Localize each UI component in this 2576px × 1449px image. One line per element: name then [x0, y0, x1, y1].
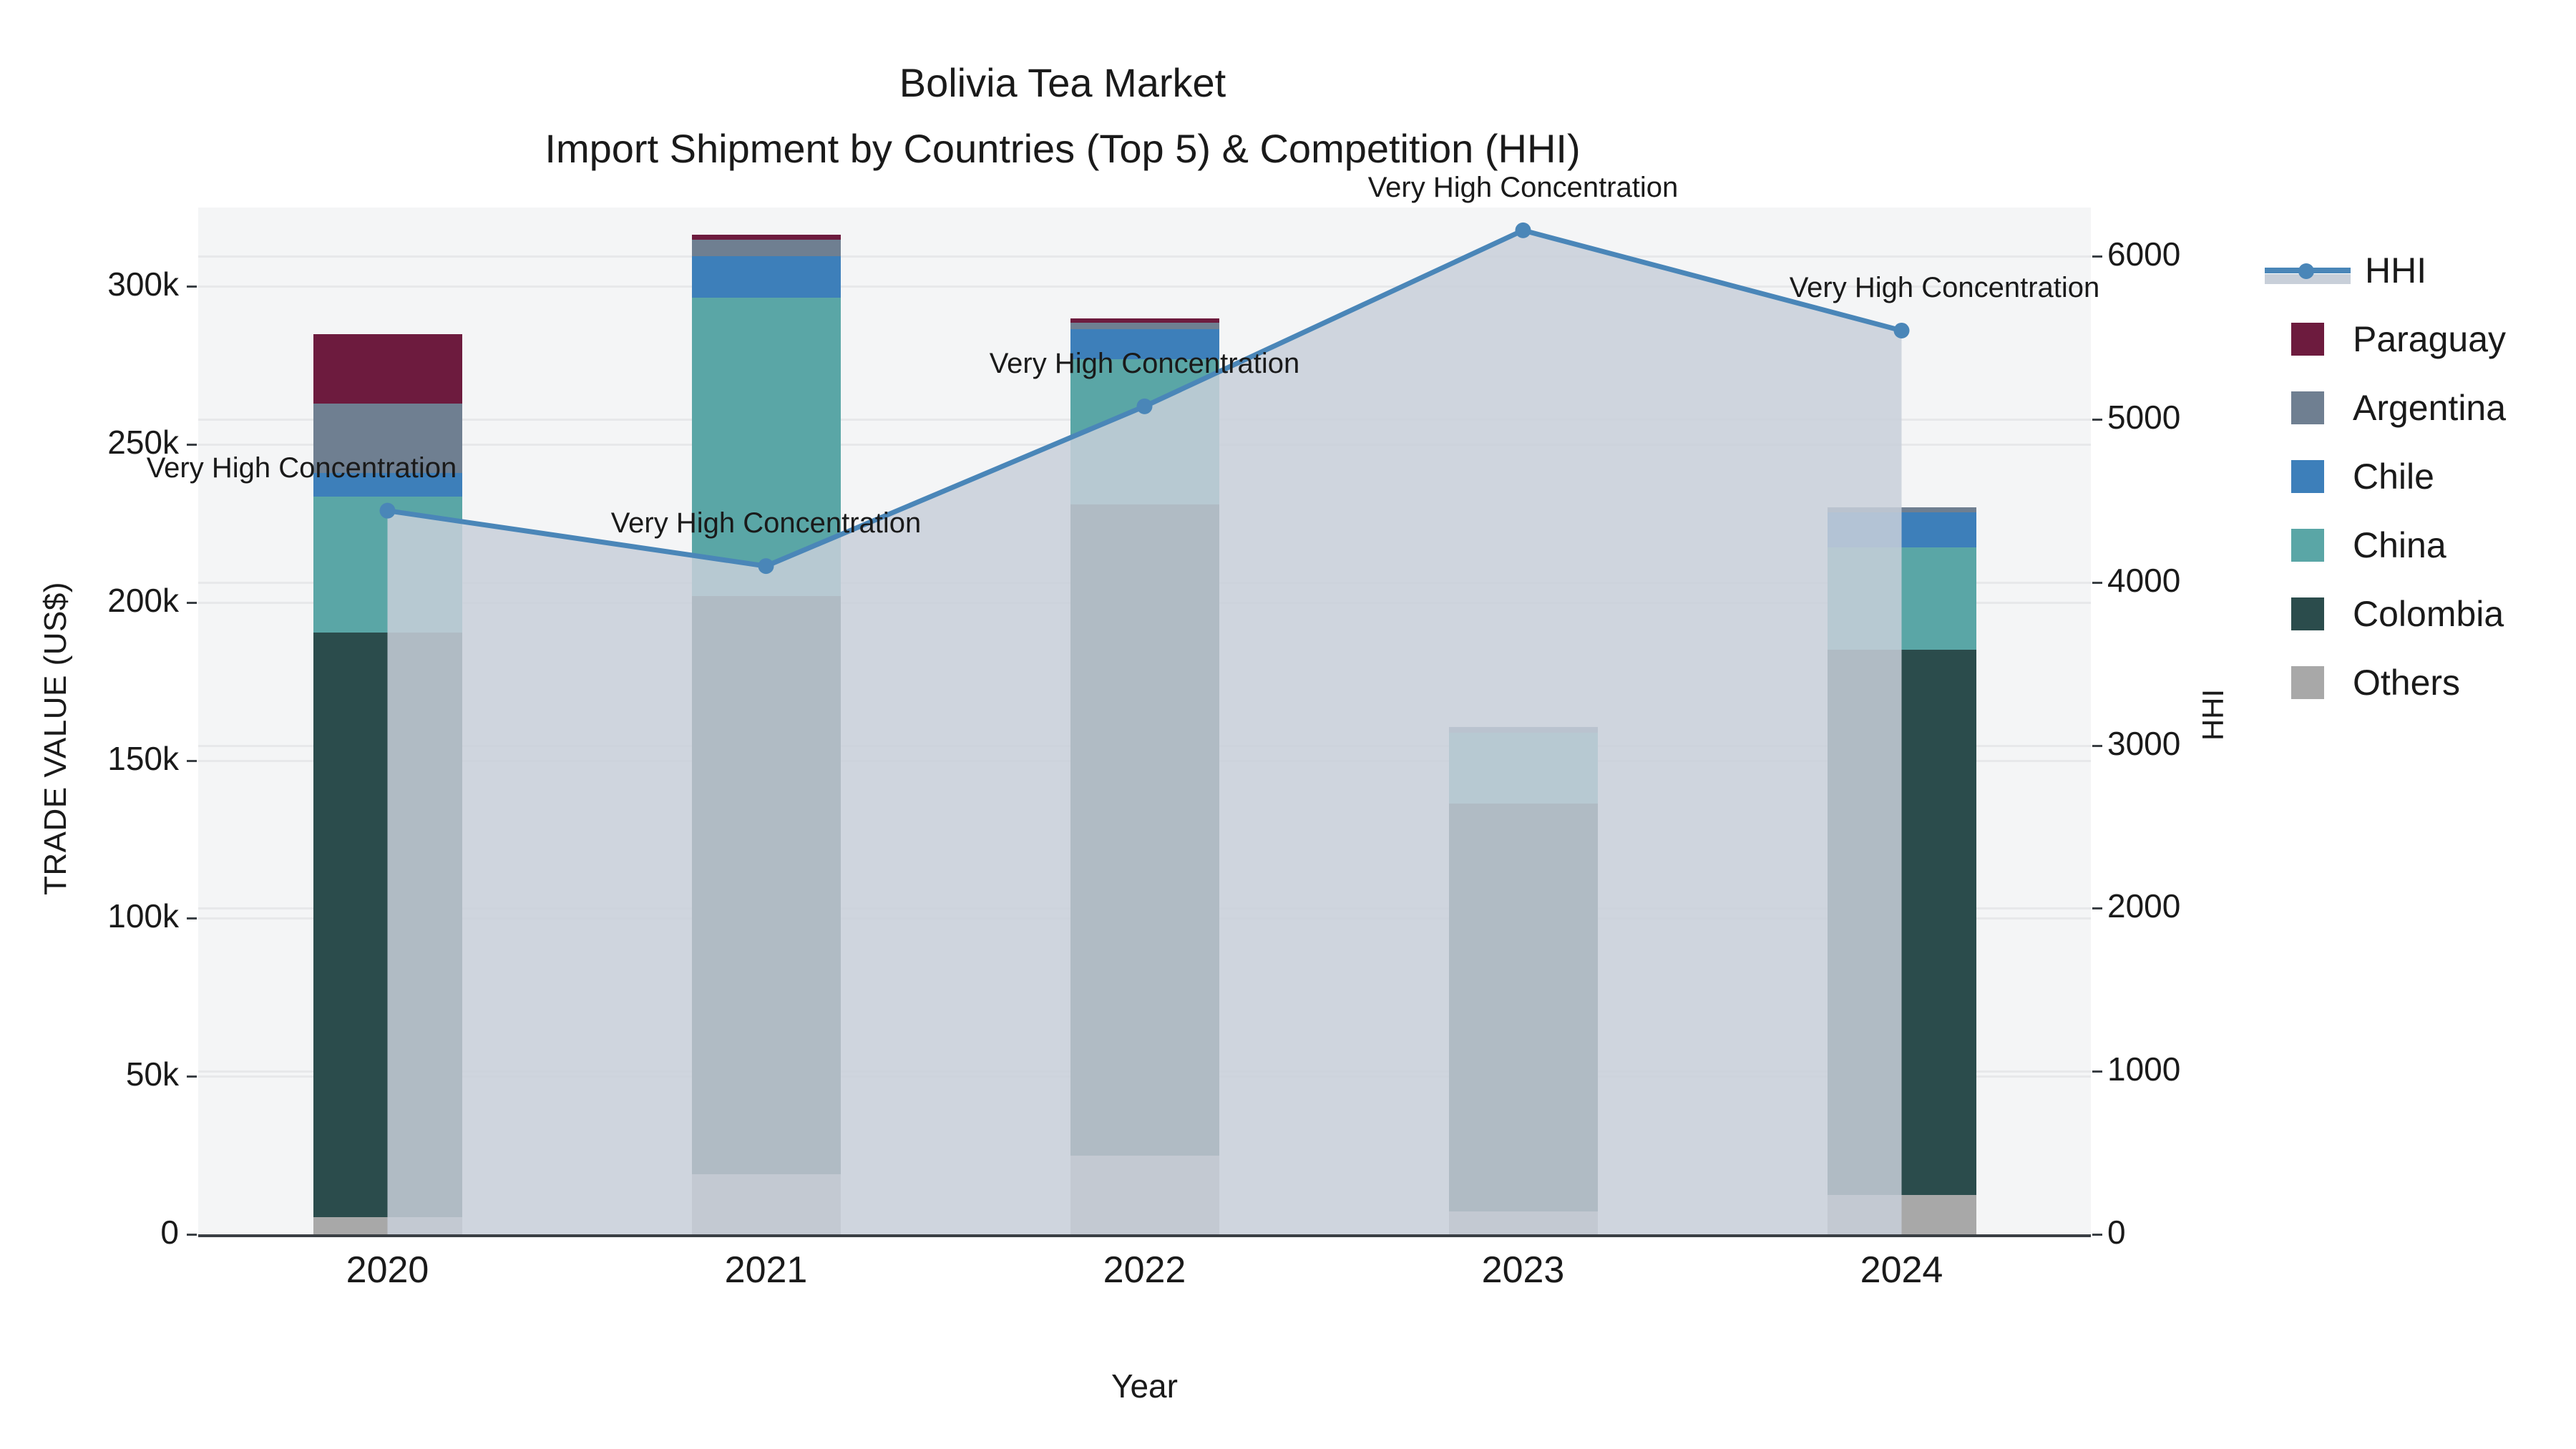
- legend-item-others[interactable]: Others: [2265, 648, 2572, 717]
- x-axis-tick-label-2020: 2020: [346, 1249, 429, 1291]
- hhi-marker[interactable]: [1893, 322, 1910, 338]
- y-axis-left-tick-mark: [187, 286, 197, 288]
- y-axis-left-title: TRADE VALUE (US$): [38, 582, 73, 895]
- legend-label: China: [2353, 525, 2446, 565]
- legend: HHI Paraguay Argentina Chile China Colombia Ot…: [2265, 236, 2572, 717]
- hhi-area-fill: [387, 230, 1902, 1234]
- legend-color-swatch: [2291, 529, 2324, 562]
- bar-segment-chile[interactable]: [1070, 328, 1219, 359]
- hhi-marker[interactable]: [379, 502, 396, 519]
- bar-segment-paraguay[interactable]: [313, 333, 462, 404]
- x-axis-line: [198, 1234, 2091, 1237]
- legend-area-swatch: [2265, 274, 2351, 284]
- legend-color-swatch: [2291, 666, 2324, 699]
- y-axis-left-tick-mark: [187, 1075, 197, 1078]
- legend-color-swatch: [2291, 391, 2324, 424]
- y-axis-right-tick-mark: [2092, 744, 2102, 747]
- chart-title: Bolivia Tea Market Import Shipment by Co…: [0, 50, 2125, 182]
- legend-item-hhi[interactable]: HHI: [2265, 236, 2572, 305]
- bar-segment-chile[interactable]: [313, 472, 462, 497]
- x-axis-tick-label-2022: 2022: [1103, 1249, 1186, 1291]
- y-axis-right-tick-mark: [2092, 419, 2102, 421]
- y-axis-left-tick-label: 0: [160, 1214, 179, 1251]
- chart-title-line-2: Import Shipment by Countries (Top 5) & C…: [545, 126, 1581, 171]
- legend-label: Argentina: [2353, 388, 2507, 428]
- y-axis-right-tick-label: 2000: [2107, 887, 2181, 925]
- bar-segment-argentina[interactable]: [1070, 322, 1219, 329]
- legend-dot-icon: [2298, 263, 2314, 279]
- y-axis-right-tick-mark: [2092, 255, 2102, 258]
- hhi-annotation: Very High Concentration: [610, 507, 922, 540]
- hhi-marker[interactable]: [1136, 398, 1153, 414]
- x-axis-tick-label-2021: 2021: [724, 1249, 808, 1291]
- y-axis-right-title: HHI: [2196, 688, 2230, 741]
- y-axis-right-tick-label: 3000: [2107, 724, 2181, 762]
- y-axis-right-tick-mark: [2092, 1234, 2102, 1236]
- chart-title-line-1: Bolivia Tea Market: [899, 60, 1226, 105]
- legend-item-colombia[interactable]: Colombia: [2265, 580, 2572, 648]
- y-axis-right-tick-label: 5000: [2107, 399, 2181, 436]
- hhi-annotation: Very High Concentration: [1367, 171, 1679, 203]
- y-axis-right-tick-mark: [2092, 907, 2102, 910]
- y-axis-left-tick-mark: [187, 759, 197, 762]
- plot-area: [198, 208, 2091, 1234]
- y-axis-right-tick-label: 4000: [2107, 561, 2181, 599]
- legend-label: HHI: [2365, 250, 2427, 291]
- bar-segment-argentina[interactable]: [691, 240, 841, 257]
- y-axis-left-tick-label: 200k: [107, 581, 179, 619]
- y-axis-right-tick-mark: [2092, 1070, 2102, 1073]
- x-axis-tick-label-2023: 2023: [1481, 1249, 1565, 1291]
- y-axis-left-tick-mark: [187, 1234, 197, 1236]
- legend-label: Paraguay: [2353, 319, 2507, 359]
- bar-segment-paraguay[interactable]: [1070, 318, 1219, 323]
- y-axis-right-tick-label: 0: [2107, 1214, 2126, 1251]
- bar-segment-chile[interactable]: [691, 256, 841, 298]
- y-axis-left-tick-mark: [187, 917, 197, 920]
- x-axis-tick-label-2024: 2024: [1860, 1249, 1943, 1291]
- legend-line-marker-icon: [2265, 254, 2351, 287]
- hhi-markers: [379, 222, 1910, 575]
- hhi-annotation: Very High Concentration: [146, 452, 457, 484]
- legend-label: Chile: [2353, 457, 2434, 497]
- y-axis-left-tick-label: 100k: [107, 897, 179, 935]
- hhi-annotation: Very High Concentration: [989, 347, 1300, 379]
- bar-segment-argentina[interactable]: [313, 403, 462, 473]
- y-axis-left-tick-mark: [187, 601, 197, 604]
- bar-segment-paraguay[interactable]: [691, 234, 841, 240]
- legend-item-argentina[interactable]: Argentina: [2265, 374, 2572, 442]
- y-axis-left-tick-label: 50k: [125, 1055, 179, 1093]
- legend-color-swatch: [2291, 323, 2324, 356]
- y-axis-left-tick-label: 250k: [107, 424, 179, 462]
- y-axis-right-tick-label: 6000: [2107, 235, 2181, 273]
- hhi-marker[interactable]: [758, 558, 774, 575]
- legend-item-chile[interactable]: Chile: [2265, 442, 2572, 511]
- y-axis-right-tick-mark: [2092, 581, 2102, 584]
- legend-label: Colombia: [2353, 594, 2504, 634]
- legend-label: Others: [2353, 663, 2461, 703]
- y-axis-left-tick-mark: [187, 444, 197, 447]
- legend-color-swatch: [2291, 460, 2324, 493]
- y-axis-left-tick-label: 150k: [107, 739, 179, 777]
- hhi-series: [379, 222, 1910, 1234]
- hhi-marker[interactable]: [1515, 222, 1531, 238]
- legend-color-swatch: [2291, 597, 2324, 630]
- x-axis-title: Year: [1111, 1367, 1178, 1405]
- legend-item-paraguay[interactable]: Paraguay: [2265, 305, 2572, 374]
- y-axis-left-tick-label: 300k: [107, 265, 179, 303]
- hhi-annotation: Very High Concentration: [1789, 271, 2100, 303]
- gridline: [198, 286, 2091, 288]
- gridline: [198, 255, 2091, 258]
- y-axis-right-tick-label: 1000: [2107, 1050, 2181, 1088]
- legend-item-china[interactable]: China: [2265, 511, 2572, 580]
